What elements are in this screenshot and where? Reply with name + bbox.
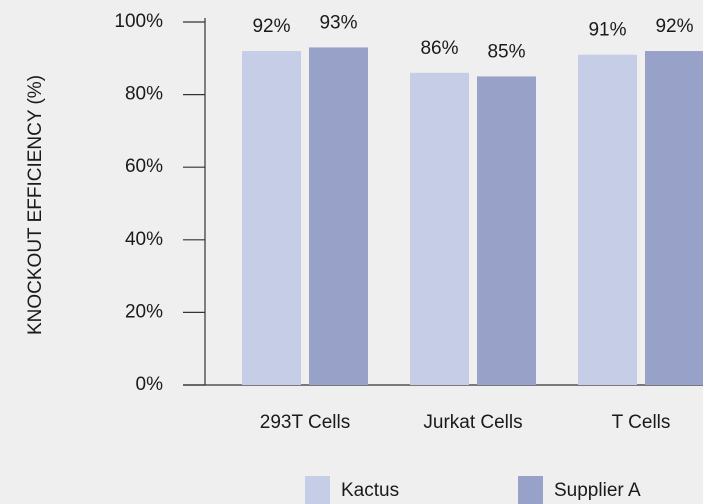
y-tick-label: 80% — [125, 84, 163, 105]
bar — [410, 72, 469, 385]
legend-swatch — [305, 476, 330, 504]
legend-label: Supplier A — [554, 480, 641, 501]
x-tick-label: T Cells — [612, 412, 671, 433]
y-tick-label: 0% — [136, 374, 164, 395]
legend-label: Kactus — [341, 480, 399, 501]
x-tick-label: Jurkat Cells — [423, 412, 522, 433]
bar — [477, 76, 536, 385]
bar — [645, 51, 703, 385]
bar — [309, 47, 368, 385]
legend-swatch — [518, 476, 543, 504]
value-label: 92% — [252, 16, 290, 37]
y-tick-label: 60% — [125, 156, 163, 177]
value-label: 93% — [319, 12, 357, 33]
y-tick-label: 20% — [125, 301, 163, 322]
value-label: 92% — [655, 16, 693, 37]
bar — [578, 54, 637, 386]
bar — [242, 51, 301, 385]
value-label: 86% — [420, 38, 458, 59]
value-label: 85% — [487, 41, 525, 62]
y-axis-label: KNOCKOUT EFFICIENCY (%) — [25, 75, 46, 335]
x-tick-label: 293T Cells — [260, 412, 350, 433]
y-tick-label: 100% — [114, 11, 163, 32]
value-label: 91% — [588, 20, 626, 41]
y-tick-label: 40% — [125, 229, 163, 250]
